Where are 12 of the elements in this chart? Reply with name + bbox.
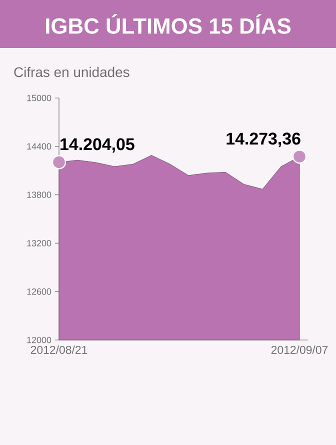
chart-title: IGBC ÚLTIMOS 15 DÍAS	[46, 14, 291, 34]
x-tick-label: 2012/09/07	[271, 346, 328, 354]
x-tick-label: 2012/08/21	[30, 346, 88, 354]
y-tick-label: 14400	[27, 143, 52, 150]
y-tick-label: 13200	[27, 240, 52, 246]
y-tick-label: 12000	[27, 336, 52, 344]
y-tick-label: 12600	[27, 288, 52, 295]
y-tick-label: 13800	[27, 192, 52, 198]
chart-subtitle: Cifras en unidades	[14, 66, 130, 78]
data-label: 14.273,36	[226, 132, 300, 148]
y-tick-label: 15000	[27, 94, 52, 102]
data-label: 14.204,05	[60, 138, 134, 153]
